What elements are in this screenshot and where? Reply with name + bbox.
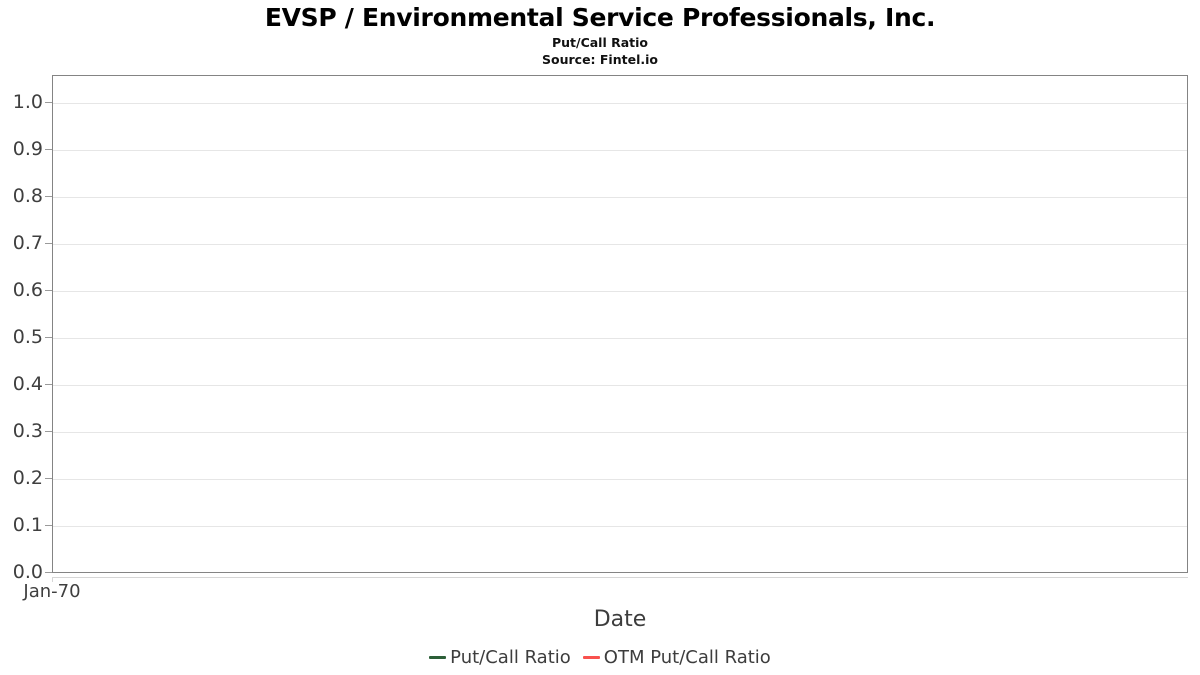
y-axis-tick (45, 431, 52, 432)
y-axis-tick (45, 384, 52, 385)
legend: Put/Call Ratio OTM Put/Call Ratio (0, 647, 1200, 668)
x-tick-label: Jan-70 (23, 581, 81, 602)
y-tick-label: 0.3 (12, 420, 43, 442)
y-tick-label: 1.0 (12, 91, 43, 113)
y-tick-label: 0.8 (12, 185, 43, 207)
y-gridline (53, 244, 1187, 245)
x-axis-tick (52, 577, 53, 582)
put-call-ratio-line-swatch (429, 656, 447, 659)
y-gridline (53, 103, 1187, 104)
y-gridline (53, 432, 1187, 433)
y-tick-label: 0.1 (12, 514, 43, 536)
y-axis-tick (45, 572, 52, 573)
chart-subtitle: Put/Call Ratio (551, 35, 649, 50)
y-tick-label: 0.7 (12, 232, 43, 254)
y-gridline (53, 338, 1187, 339)
otm-put-call-ratio-line-swatch (582, 656, 600, 659)
y-axis-tick (45, 525, 52, 526)
legend-label: OTM Put/Call Ratio (603, 647, 771, 668)
y-axis-tick (45, 337, 52, 338)
legend-item-otm-put-call-ratio[interactable]: OTM Put/Call Ratio (582, 647, 771, 668)
y-gridline (53, 479, 1187, 480)
y-axis-tick (45, 196, 52, 197)
y-axis-tick (45, 149, 52, 150)
y-gridline (53, 385, 1187, 386)
y-tick-label: 0.5 (12, 326, 43, 348)
y-axis-tick (45, 102, 52, 103)
y-axis-tick (45, 478, 52, 479)
x-axis-title: Date (593, 607, 647, 632)
y-gridline (53, 150, 1187, 151)
y-tick-label: 0.2 (12, 467, 43, 489)
y-gridline (53, 291, 1187, 292)
plot-area (52, 75, 1188, 573)
y-axis-tick (45, 290, 52, 291)
y-gridline (53, 526, 1187, 527)
y-tick-label: 0.9 (12, 138, 43, 160)
y-gridline (53, 197, 1187, 198)
y-tick-label: 0.6 (12, 279, 43, 301)
legend-item-put-call-ratio[interactable]: Put/Call Ratio (429, 647, 571, 668)
x-axis-line (52, 577, 1188, 578)
y-axis-tick (45, 243, 52, 244)
chart-source-note: Source: Fintel.io (542, 52, 658, 67)
legend-label: Put/Call Ratio (450, 647, 571, 668)
y-tick-label: 0.0 (12, 561, 43, 583)
y-tick-label: 0.4 (12, 373, 43, 395)
chart-title: EVSP / Environmental Service Professiona… (264, 3, 936, 32)
